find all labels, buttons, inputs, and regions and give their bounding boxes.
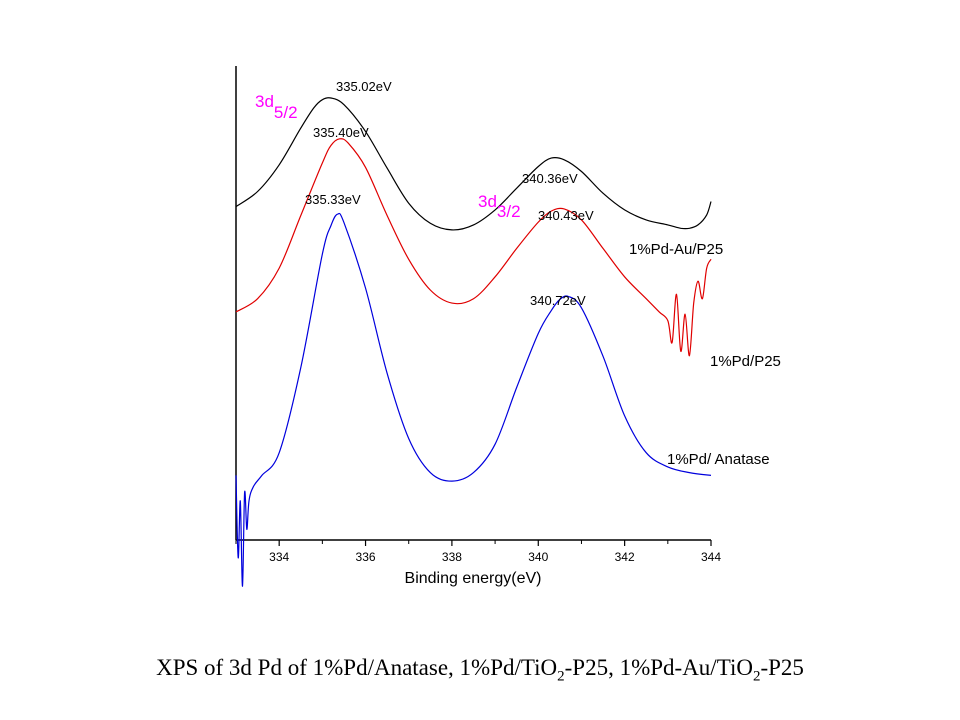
caption-prefix: XPS of 3d Pd of 1%Pd/Anatase, 1%Pd/TiO <box>156 655 558 680</box>
caption-mid: -P25, 1%Pd-Au/TiO <box>564 655 753 680</box>
caption-sub-1: 2 <box>557 668 565 685</box>
orbital-label-3d52-sub: 5/2 <box>274 103 298 122</box>
series-label-pdau: 1%Pd-Au/P25 <box>629 241 723 258</box>
orbital-label-3d52: 3d5/2 <box>255 92 298 122</box>
peak-label-pdau-2: 340.36eV <box>522 171 578 186</box>
peak-label-pdp25-2: 340.43eV <box>538 208 594 223</box>
x-tick-label: 344 <box>701 550 721 564</box>
x-axis-ticks: 334 336 338 340 342 344 <box>235 540 721 564</box>
caption-suffix: -P25 <box>760 655 804 680</box>
x-tick-label: 334 <box>269 550 289 564</box>
series-label-pdp25: 1%Pd/P25 <box>710 353 781 370</box>
orbital-label-3d32: 3d3/2 <box>478 192 521 221</box>
annotation-layer: 335.02eV 335.40eV 335.33eV 340.36eV 340.… <box>255 79 781 587</box>
series-label-anatase: 1%Pd/ Anatase <box>667 451 770 468</box>
x-axis-title: Binding energy(eV) <box>405 570 542 587</box>
series-layer <box>235 97 712 587</box>
orbital-label-3d32-main: 3d <box>478 192 497 211</box>
orbital-label-3d52-main: 3d <box>255 92 274 111</box>
series-line-1 <box>235 97 712 231</box>
orbital-label-3d32-sub: 3/2 <box>497 202 521 221</box>
peak-label-anatase-1: 335.33eV <box>305 192 361 207</box>
x-tick-label: 340 <box>528 550 548 564</box>
x-tick-label: 336 <box>356 550 376 564</box>
figure-caption: XPS of 3d Pd of 1%Pd/Anatase, 1%Pd/TiO2-… <box>0 655 960 686</box>
peak-label-anatase-2: 340.72eV <box>530 293 586 308</box>
peak-label-pdau-1: 335.02eV <box>336 79 392 94</box>
series-line-3 <box>235 212 712 587</box>
caption-sub-2: 2 <box>752 668 761 685</box>
x-tick-label: 338 <box>442 550 462 564</box>
peak-label-pdp25-1: 335.40eV <box>313 125 369 140</box>
series-line-2 <box>235 138 712 357</box>
x-tick-label: 342 <box>615 550 635 564</box>
